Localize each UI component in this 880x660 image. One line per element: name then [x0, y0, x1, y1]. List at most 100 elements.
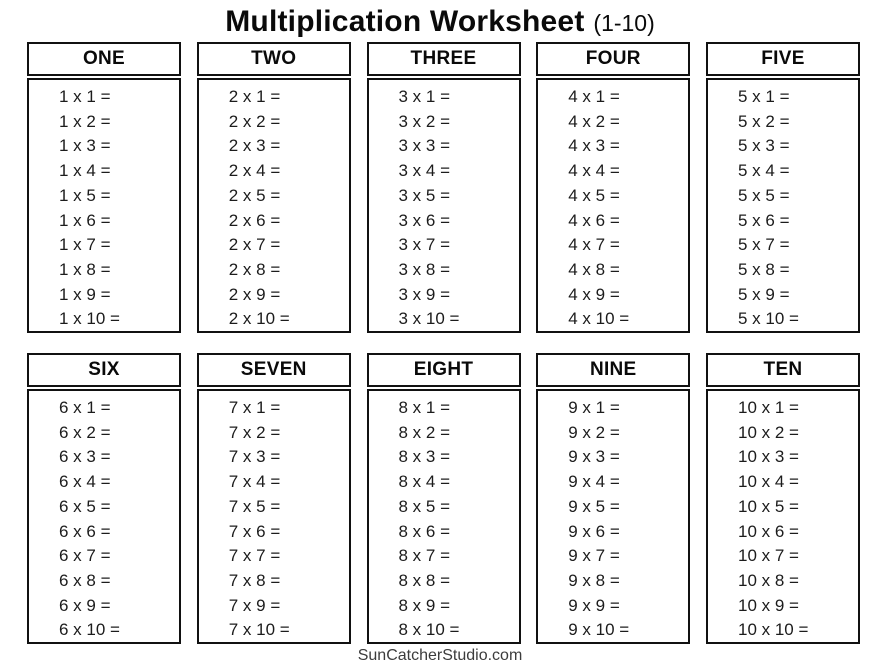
problem-row: 9 x 4 = [568, 472, 620, 492]
times-table: EIGHT 8 x 1 = 8 x 2 = 8 x 3 = 8 x 4 = 8 x 5 … [366, 353, 521, 644]
problem-row: 6 x 4 = [59, 472, 111, 492]
times-table-body: 5 x 1 = 5 x 2 = 5 x 3 = 5 x 4 = 5 x 5 = 5 x 6… [706, 78, 860, 333]
times-table-header-label: FOUR [585, 48, 641, 69]
problem-row: 4 x 7 = [568, 235, 620, 255]
problem-row: 10 x 10 = [738, 620, 809, 640]
times-table-body: 2 x 1 = 2 x 2 = 2 x 3 = 2 x 4 = 2 x 5 = 2 x 6… [196, 78, 351, 333]
times-table-header-label: TWO [251, 48, 297, 69]
problem-row: 1 x 6 = [59, 210, 111, 230]
times-table-header: EIGHT [366, 353, 521, 387]
times-table-header: ONE [27, 42, 181, 76]
times-table-header-label: EIGHT [413, 359, 474, 380]
problem-row: 7 x 10 = [228, 620, 290, 640]
times-table-header-label: THREE [410, 48, 477, 69]
times-table: TEN 10 x 1 = 10 x 2 = 10 x 3 = 10 x 4 = 10 x… [706, 353, 860, 644]
problem-row: 4 x 6 = [568, 210, 620, 230]
problem-row: 5 x 9 = [738, 284, 790, 304]
problem-row: 2 x 3 = [228, 136, 281, 156]
times-table-header-label: FIVE [761, 48, 805, 69]
problem-row: 7 x 1 = [228, 398, 281, 417]
problem-row: 1 x 8 = [59, 259, 111, 279]
footer-credit: SunCatcherStudio.com [357, 647, 523, 660]
problem-row: 5 x 3 = [738, 136, 790, 156]
problem-row: 4 x 9 = [568, 284, 620, 304]
times-table-body: 9 x 1 = 9 x 2 = 9 x 3 = 9 x 4 = 9 x 5 = 9 x 6… [536, 389, 691, 644]
problem-row: 5 x 7 = [738, 235, 790, 255]
problem-row: 10 x 7 = [738, 546, 799, 566]
problem-row: 2 x 2 = [228, 111, 281, 131]
problem-row: 6 x 6 = [59, 521, 111, 541]
problem-row: 8 x 7 = [398, 546, 451, 566]
problem-row: 3 x 9 = [398, 284, 451, 304]
times-table-header-label: NINE [589, 359, 637, 380]
problem-row: 10 x 5 = [738, 496, 799, 516]
times-table-header: SEVEN [196, 353, 351, 387]
problem-row: 7 x 2 = [228, 422, 281, 442]
problem-row: 6 x 2 = [59, 422, 111, 442]
times-table-header: FOUR [536, 42, 691, 76]
problem-row: 7 x 4 = [228, 472, 281, 492]
problem-row: 9 x 5 = [568, 496, 620, 516]
page-title: Multiplication Worksheet (1-10) [0, 0, 880, 43]
times-table: THREE 3 x 1 = 3 x 2 = 3 x 3 = 3 x 4 = 3 x 5 … [366, 42, 521, 333]
problem-row: 3 x 5 = [398, 185, 451, 205]
problem-row: 4 x 8 = [568, 259, 620, 279]
problem-row: 2 x 9 = [228, 284, 281, 304]
problem-row: 8 x 9 = [398, 595, 451, 615]
worksheet-grid: ONE 1 x 1 = 1 x 2 = 1 x 3 = 1 x 4 = 1 x 5 = 1… [27, 42, 860, 644]
times-table-body: 7 x 1 = 7 x 2 = 7 x 3 = 7 x 4 = 7 x 5 = 7 x 6… [196, 389, 351, 644]
problem-row: 10 x 2 = [738, 422, 799, 442]
problem-row: 3 x 3 = [398, 136, 451, 156]
problem-row: 4 x 1 = [568, 87, 620, 106]
problem-row: 3 x 4 = [398, 161, 451, 181]
problem-row: 10 x 8 = [738, 570, 799, 590]
times-table-header-label: TEN [763, 359, 803, 380]
problem-row: 6 x 9 = [59, 595, 111, 615]
problem-row: 2 x 5 = [228, 185, 281, 205]
times-table-header-label: SIX [88, 359, 120, 380]
problem-row: 7 x 5 = [228, 496, 281, 516]
times-table-header: NINE [536, 353, 691, 387]
problem-row: 6 x 5 = [59, 496, 111, 516]
times-table-header: FIVE [706, 42, 860, 76]
times-table-header-label: ONE [82, 48, 126, 69]
times-table-header: TEN [706, 353, 860, 387]
problem-row: 7 x 7 = [228, 546, 281, 566]
times-table-header: TWO [196, 42, 351, 76]
problem-row: 1 x 2 = [59, 111, 111, 131]
problem-row: 5 x 5 = [738, 185, 790, 205]
problem-row: 6 x 7 = [59, 546, 111, 566]
problem-row: 6 x 1 = [59, 398, 111, 417]
problem-row: 10 x 9 = [738, 595, 799, 615]
problem-row: 1 x 10 = [59, 309, 120, 329]
problem-row: 3 x 8 = [398, 259, 451, 279]
problem-row: 3 x 10 = [398, 309, 460, 329]
problem-row: 7 x 6 = [228, 521, 281, 541]
problem-row: 10 x 6 = [738, 521, 799, 541]
problem-row: 1 x 5 = [59, 185, 111, 205]
problem-row: 2 x 8 = [228, 259, 281, 279]
problem-row: 4 x 4 = [568, 161, 620, 181]
problem-row: 5 x 1 = [738, 87, 790, 106]
times-table: SIX 6 x 1 = 6 x 2 = 6 x 3 = 6 x 4 = 6 x 5 = 6… [27, 353, 181, 644]
problem-row: 2 x 4 = [228, 161, 281, 181]
problem-row: 8 x 4 = [398, 472, 451, 492]
times-table-header-label: SEVEN [240, 359, 307, 380]
problem-row: 5 x 4 = [738, 161, 790, 181]
problem-row: 6 x 10 = [59, 620, 120, 640]
times-table-body: 6 x 1 = 6 x 2 = 6 x 3 = 6 x 4 = 6 x 5 = 6 x 6… [27, 389, 181, 644]
problem-row: 5 x 6 = [738, 210, 790, 230]
problem-row: 5 x 10 = [738, 309, 799, 329]
problem-row: 9 x 6 = [568, 521, 620, 541]
problem-row: 5 x 2 = [738, 111, 790, 131]
times-table-body: 4 x 1 = 4 x 2 = 4 x 3 = 4 x 4 = 4 x 5 = 4 x 6… [536, 78, 691, 333]
problem-row: 7 x 8 = [228, 570, 281, 590]
problem-row: 9 x 10 = [568, 620, 630, 640]
times-table-header: SIX [27, 353, 181, 387]
problem-row: 4 x 2 = [568, 111, 620, 131]
problem-row: 1 x 9 = [59, 284, 111, 304]
times-table: FIVE 5 x 1 = 5 x 2 = 5 x 3 = 5 x 4 = 5 x 5 =… [706, 42, 860, 333]
problem-row: 4 x 3 = [568, 136, 620, 156]
problem-row: 2 x 7 = [228, 235, 281, 255]
problem-row: 1 x 4 = [59, 161, 111, 181]
